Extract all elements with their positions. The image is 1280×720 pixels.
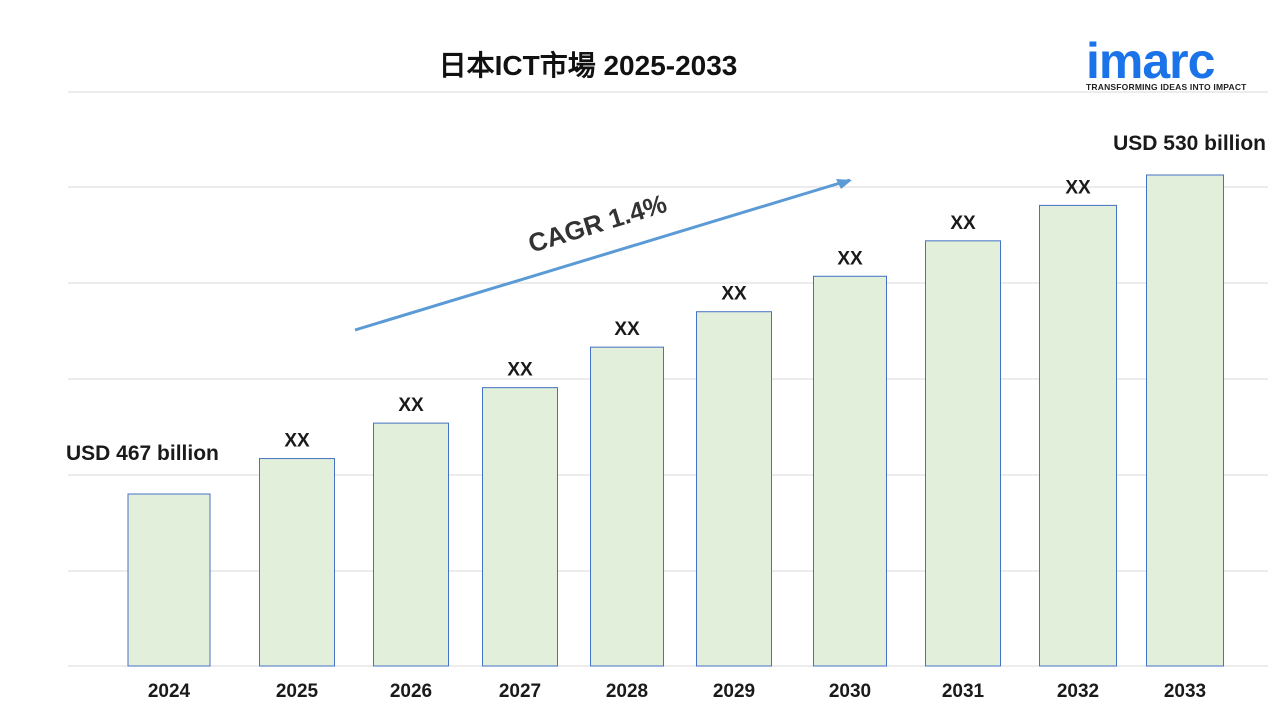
x-tick-2026: 2026 — [390, 681, 432, 702]
imarc-logo: imarc TRANSFORMING IDEAS INTO IMPACT — [1086, 18, 1266, 94]
x-tick-2024: 2024 — [148, 681, 191, 702]
value-label-2031: XX — [950, 213, 976, 234]
value-label-2029: XX — [721, 284, 747, 305]
bar-2027 — [482, 387, 558, 667]
value-label-2032: XX — [1065, 177, 1091, 198]
value-label-2025: XX — [284, 431, 310, 452]
x-tick-2028: 2028 — [606, 681, 648, 702]
bar-2032 — [1039, 204, 1117, 667]
cagr-arrow — [354, 178, 851, 332]
value-label-2030: XX — [837, 248, 863, 269]
cagr-annotation: CAGR 1.4% — [354, 178, 852, 332]
bar-2029 — [696, 311, 772, 667]
bar-2030 — [813, 275, 887, 667]
bar-2026 — [373, 422, 449, 667]
bar-2033 — [1146, 174, 1224, 667]
bar-2031 — [925, 240, 1001, 667]
x-tick-2029: 2029 — [713, 681, 755, 702]
cagr-label: CAGR 1.4% — [525, 188, 671, 259]
x-tick-2033: 2033 — [1164, 681, 1206, 702]
x-tick-2031: 2031 — [942, 681, 985, 702]
x-tick-2027: 2027 — [499, 681, 541, 702]
logo-wordmark: imarc — [1086, 33, 1215, 89]
bars — [127, 174, 1224, 667]
value-labels: USD 467 billion XX XX XX XX XX XX XX XX USD 530 b… — [66, 132, 1266, 465]
x-tick-2032: 2032 — [1057, 681, 1099, 702]
value-label-2033: USD 530 billion — [1113, 132, 1266, 155]
bar-2028 — [590, 346, 664, 667]
x-tick-2025: 2025 — [276, 681, 319, 702]
cagr-arrow-head — [836, 179, 852, 189]
value-label-2026: XX — [398, 395, 424, 416]
x-tick-2030: 2030 — [829, 681, 871, 702]
value-label-2027: XX — [507, 360, 533, 381]
bar-2024 — [127, 493, 211, 667]
value-label-2024: USD 467 billion — [66, 442, 219, 465]
bar-2025 — [259, 458, 335, 667]
logo-tagline: TRANSFORMING IDEAS INTO IMPACT — [1086, 82, 1247, 92]
chart-title: 日本ICT市場 2025-2033 — [438, 50, 738, 81]
x-tick-labels: 2024 2025 2026 2027 2028 2029 2030 2031 2032 2033 — [148, 681, 1206, 702]
value-label-2028: XX — [614, 319, 640, 340]
